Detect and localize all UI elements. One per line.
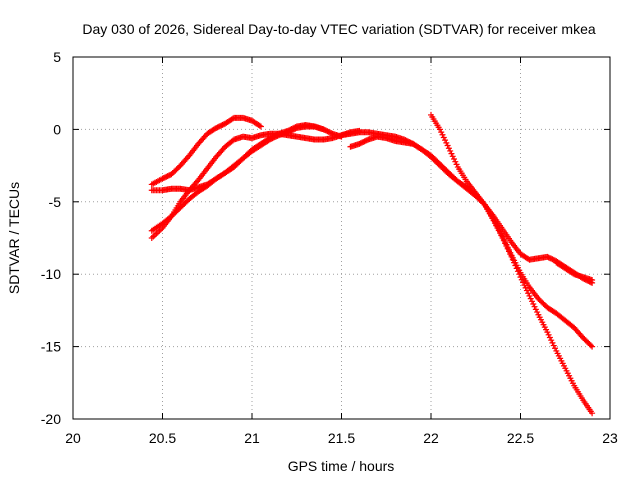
series-track-a (148, 114, 264, 188)
x-tick-label: 20 (65, 430, 81, 446)
data-point (256, 122, 263, 129)
data-point (445, 145, 452, 152)
y-tick-label: -15 (41, 339, 61, 355)
data-point (526, 292, 533, 299)
data-point (442, 137, 449, 144)
y-tick-label: 0 (53, 121, 61, 137)
chart-title: Day 030 of 2026, Sidereal Day-to-day VTE… (82, 21, 595, 37)
data-point (549, 339, 556, 346)
data-point (511, 259, 518, 266)
data-point (436, 126, 443, 133)
data-marks (148, 111, 596, 417)
data-point (523, 287, 530, 294)
data-point (532, 306, 539, 313)
data-point (546, 334, 553, 341)
data-point (453, 161, 460, 168)
data-point (518, 276, 525, 283)
series-track-f (338, 129, 596, 350)
data-point (503, 243, 510, 250)
x-tick-label: 22 (423, 430, 439, 446)
data-point (451, 155, 458, 162)
data-point (447, 147, 454, 154)
data-point (443, 139, 450, 146)
y-axis-label: SDTVAR / TECUs (6, 182, 22, 294)
x-tick-label: 22.5 (507, 430, 534, 446)
data-point (587, 342, 594, 349)
series-track-h (553, 259, 596, 283)
data-point (514, 268, 521, 275)
data-point (525, 290, 532, 297)
axis-ticks: 20 20.5 21 21.5 22 22.5 23 5 0 -5 -10 -15 -20 (41, 49, 618, 446)
data-point (502, 240, 509, 247)
data-point (449, 153, 456, 160)
y-tick-label: -5 (49, 194, 62, 210)
data-point (439, 131, 446, 138)
data-point (527, 295, 534, 302)
data-point (529, 298, 536, 305)
x-tick-label: 21.5 (328, 430, 355, 446)
data-point (444, 142, 451, 149)
data-point (589, 276, 596, 283)
data-point (505, 248, 512, 255)
data-point (438, 129, 445, 136)
data-point (530, 300, 537, 307)
data-point (512, 262, 519, 269)
data-point (257, 123, 264, 130)
data-point (550, 342, 557, 349)
data-point (516, 271, 523, 278)
data-point (545, 331, 552, 338)
data-point (544, 329, 551, 336)
data-point (534, 309, 541, 316)
data-point (440, 134, 447, 141)
series-track-g (428, 111, 596, 417)
data-point (508, 253, 515, 260)
data-point (552, 345, 559, 352)
x-axis-label: GPS time / hours (288, 458, 395, 474)
y-tick-label: -20 (41, 411, 61, 427)
y-tick-label: 5 (53, 49, 61, 65)
data-point (452, 158, 459, 165)
data-point (548, 337, 555, 344)
data-point (507, 251, 514, 258)
data-point (504, 245, 511, 252)
data-point (520, 279, 527, 286)
x-tick-label: 23 (602, 430, 618, 446)
data-point (509, 256, 516, 263)
data-point (517, 274, 524, 281)
data-point (589, 343, 596, 350)
data-point (500, 237, 507, 244)
x-tick-label: 21 (244, 430, 260, 446)
data-point (513, 265, 520, 272)
data-point (521, 282, 528, 289)
y-tick-label: -10 (41, 266, 61, 282)
data-point (448, 150, 455, 157)
data-point (531, 303, 538, 310)
data-point (589, 410, 596, 417)
data-point (522, 284, 529, 291)
series-track-b (148, 123, 327, 194)
data-point (499, 235, 506, 241)
x-tick-label: 20.5 (149, 430, 176, 446)
